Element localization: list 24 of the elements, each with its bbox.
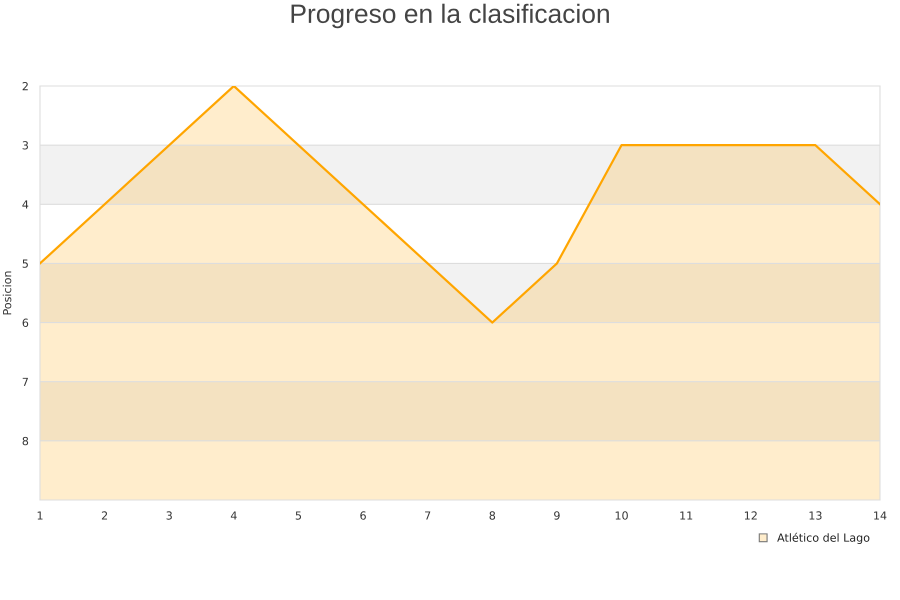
legend-label: Atlético del Lago [777,532,870,544]
x-tick-label: 1 [38,511,43,520]
x-tick-label: 5 [296,511,302,520]
x-tick-label: 6 [360,511,366,520]
x-tick-label: 3 [166,511,172,520]
y-tick-label: 8 [22,436,28,446]
y-axis-title: Posicion [2,271,12,314]
y-tick-label: 2 [22,82,28,90]
x-tick-label: 7 [425,511,430,520]
y-tick-label: 7 [22,378,28,386]
x-tick-label: 9 [554,511,560,520]
x-tick-label: 12 [744,511,757,520]
y-tick-label: 3 [22,141,28,150]
x-tick-label: 11 [680,511,692,520]
chart-title: Progreso en la clasificacion [292,4,609,28]
x-tick-label: 14 [874,511,886,520]
x-tick-label: 2 [102,511,108,520]
x-tick-label: 13 [810,511,822,520]
y-tick-label: 6 [22,318,28,327]
y-tick-label: 4 [22,200,28,209]
x-tick-label: 4 [230,511,237,520]
x-tick-label: 8 [490,511,496,520]
y-tick-label: 5 [22,260,28,268]
x-tick-label: 10 [616,511,628,520]
